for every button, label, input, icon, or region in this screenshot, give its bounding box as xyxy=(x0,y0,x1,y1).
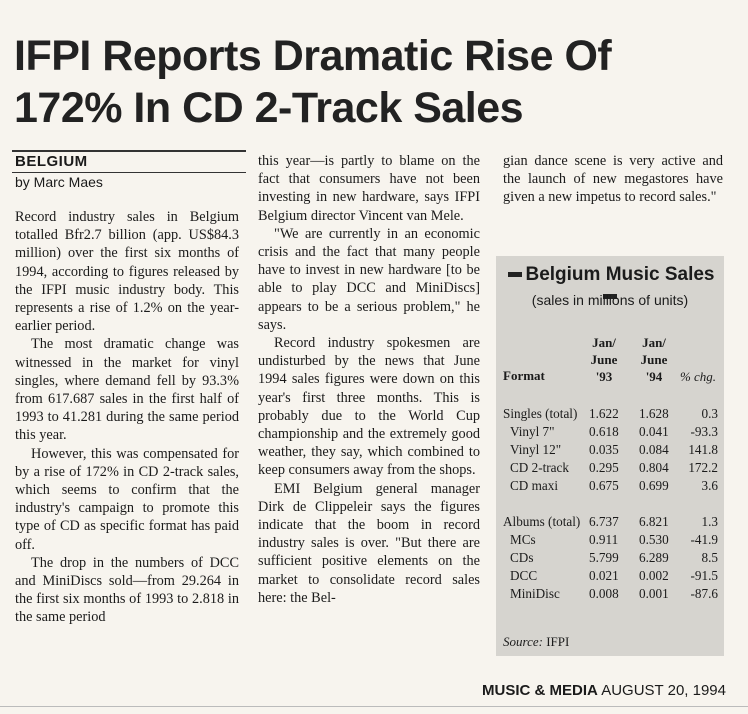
row-change: -93.3 xyxy=(690,424,718,439)
header-1993-line: '93 xyxy=(595,369,613,384)
header-1993-line: June xyxy=(590,352,618,367)
paragraph: gian dance scene is very active and the … xyxy=(503,153,723,206)
row-value-1994: 6.821 xyxy=(639,514,669,529)
header-format: Format xyxy=(503,368,545,383)
issue-date: AUGUST 20, 1994 xyxy=(601,682,726,699)
row-value-1994: 0.804 xyxy=(639,460,669,475)
row-value-1993: 0.021 xyxy=(589,568,619,583)
row-value-1993: 0.035 xyxy=(589,442,619,457)
row-change: 141.8 xyxy=(688,442,718,457)
row-value-1994: 0.084 xyxy=(639,442,669,457)
paragraph: The most dramatic change was witnessed i… xyxy=(15,336,239,444)
article-column-2: this year—is partly to blame on the fact… xyxy=(258,152,480,607)
footer-rule xyxy=(0,706,748,707)
row-label: Albums (total) xyxy=(503,514,581,529)
row-label: CDs xyxy=(510,550,534,565)
table-row: Vinyl 7" 0.618 0.041 -93.3 xyxy=(496,424,724,442)
row-value-1994: 1.628 xyxy=(639,406,669,421)
table-source: Source: IFPI xyxy=(503,634,569,650)
row-label: Vinyl 12" xyxy=(510,442,562,457)
article-column-1: Record industry sales in Belgium totalle… xyxy=(15,208,239,627)
row-change: 1.3 xyxy=(701,514,718,529)
row-value-1994: 0.002 xyxy=(639,568,669,583)
paragraph: However, this was compensated for by a r… xyxy=(15,445,239,553)
paragraph: "We are currently in an economic crisis … xyxy=(258,225,480,333)
row-change: -87.6 xyxy=(690,586,718,601)
kicker-rule-bottom xyxy=(12,172,246,173)
sales-table-sidebar: Belgium Music Sales (sales in millions o… xyxy=(496,256,724,656)
paragraph: Record industry sales in Belgium totalle… xyxy=(15,209,239,335)
table-row: MCs 0.911 0.530 -41.9 xyxy=(496,532,724,550)
table-row: Singles (total) 1.622 1.628 0.3 xyxy=(496,406,724,424)
article-column-3: gian dance scene is very active and the … xyxy=(503,152,723,207)
table-row: Vinyl 12" 0.035 0.084 141.8 xyxy=(496,442,724,460)
row-label: Vinyl 7" xyxy=(510,424,555,439)
header-1994-line: Jan/ xyxy=(642,335,666,350)
paragraph: Record industry spokesmen are undisturbe… xyxy=(258,335,480,479)
row-change: 0.3 xyxy=(701,406,718,421)
row-value-1993: 6.737 xyxy=(589,514,619,529)
row-value-1994: 0.001 xyxy=(639,586,669,601)
headline: IFPI Reports Dramatic Rise Of 172% In CD… xyxy=(14,30,734,134)
title-bar-right xyxy=(603,294,617,300)
row-value-1993: 0.008 xyxy=(589,586,619,601)
row-change: 3.6 xyxy=(701,478,718,493)
row-label: MCs xyxy=(510,532,536,547)
row-value-1994: 0.530 xyxy=(639,532,669,547)
row-change: 8.5 xyxy=(701,550,718,565)
header-1994-line: '94 xyxy=(645,369,663,384)
paragraph: EMI Belgium general manager Dirk de Clip… xyxy=(258,480,480,606)
row-value-1993: 0.618 xyxy=(589,424,619,439)
header-1994-line: June xyxy=(640,352,668,367)
row-value-1993: 5.799 xyxy=(589,550,619,565)
section-kicker: BELGIUM xyxy=(15,153,88,170)
row-value-1994: 0.041 xyxy=(639,424,669,439)
page-footer: MUSIC & MEDIA AUGUST 20, 1994 xyxy=(482,682,726,699)
sidebar-subtitle: (sales in millions of units) xyxy=(531,292,689,308)
table-row: CDs 5.799 6.289 8.5 xyxy=(496,550,724,568)
publication-name: MUSIC & MEDIA xyxy=(482,682,598,699)
row-change: -91.5 xyxy=(690,568,718,583)
row-label: DCC xyxy=(510,568,538,583)
title-bar-left xyxy=(508,272,523,278)
row-value-1993: 0.295 xyxy=(589,460,619,475)
row-change: 172.2 xyxy=(688,460,718,475)
header-1993-line: Jan/ xyxy=(592,335,616,350)
row-value-1994: 6.289 xyxy=(639,550,669,565)
table-row: DCC 0.021 0.002 -91.5 xyxy=(496,568,724,586)
paragraph: The drop in the numbers of DCC and MiniD… xyxy=(15,554,239,626)
source-value: IFPI xyxy=(542,634,570,649)
table-row: MiniDisc 0.008 0.001 -87.6 xyxy=(496,586,724,604)
header-change: % chg. xyxy=(679,369,717,384)
row-value-1994: 0.699 xyxy=(639,478,669,493)
row-label: CD maxi xyxy=(510,478,558,493)
row-value-1993: 1.622 xyxy=(589,406,619,421)
row-label: MiniDisc xyxy=(510,586,560,601)
sidebar-title-text: Belgium Music Sales xyxy=(525,264,715,285)
row-value-1993: 0.675 xyxy=(589,478,619,493)
header-1993: Jan/ June '93 xyxy=(584,334,624,385)
row-label: Singles (total) xyxy=(503,406,578,421)
headline-line-1: IFPI Reports Dramatic Rise Of xyxy=(14,32,612,80)
header-1994: Jan/ June '94 xyxy=(634,334,674,385)
table-row: CD maxi 0.675 0.699 3.6 xyxy=(496,478,724,496)
byline: by Marc Maes xyxy=(15,174,103,190)
row-value-1993: 0.911 xyxy=(589,532,619,547)
paragraph: this year—is partly to blame on the fact… xyxy=(258,153,480,224)
row-change: -41.9 xyxy=(690,532,718,547)
headline-line-2: 172% In CD 2-Track Sales xyxy=(14,84,524,132)
sidebar-title: Belgium Music Sales xyxy=(496,264,724,308)
source-label: Source: xyxy=(503,634,543,649)
table-row: Albums (total) 6.737 6.821 1.3 xyxy=(496,514,724,532)
kicker-rule-top xyxy=(12,150,246,152)
row-label: CD 2-track xyxy=(510,460,569,475)
table-row: CD 2-track 0.295 0.804 172.2 xyxy=(496,460,724,478)
